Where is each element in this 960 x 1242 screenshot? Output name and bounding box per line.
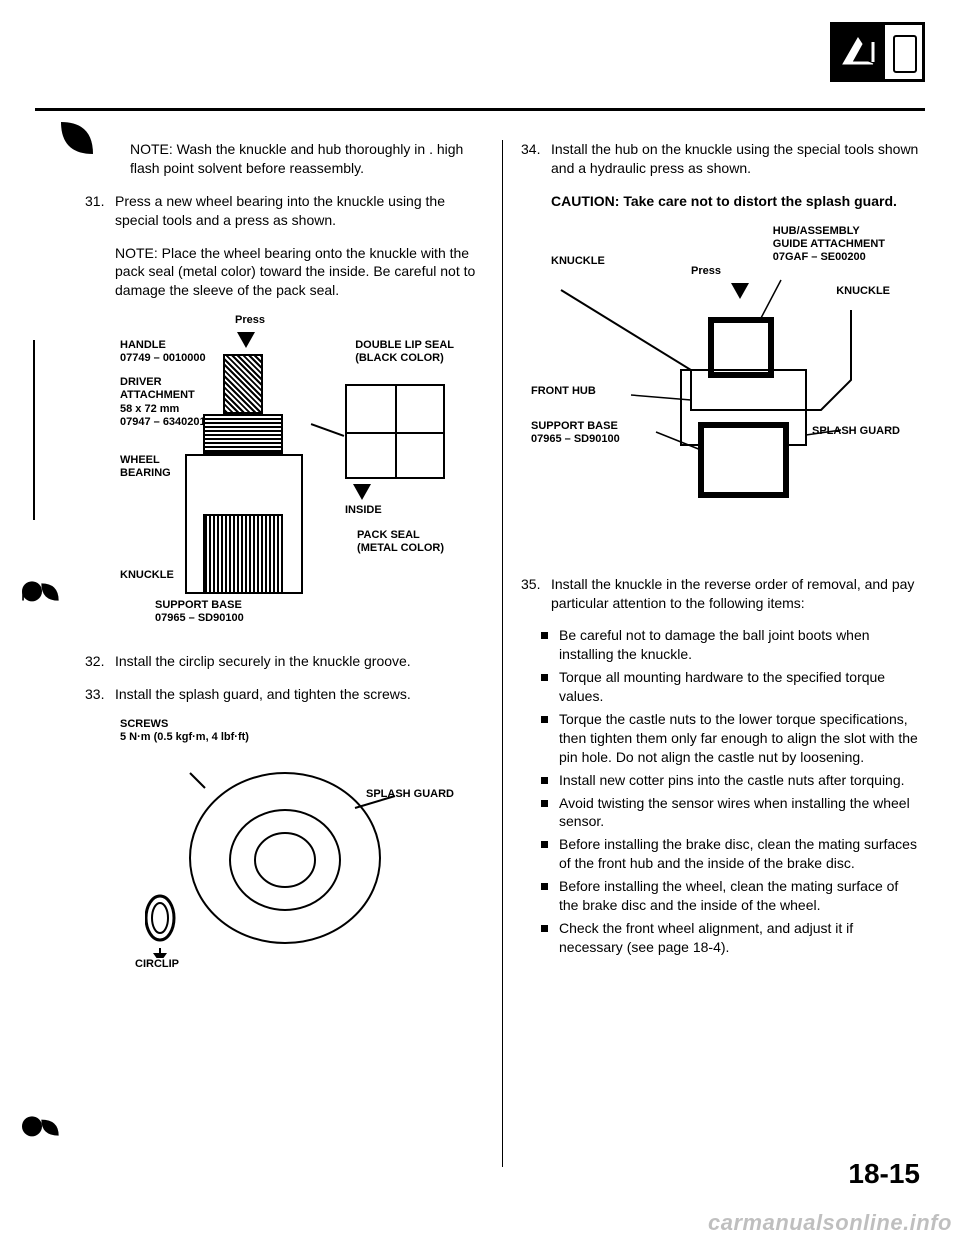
label-knuckle: KNUCKLE [120,569,174,582]
content-columns: NOTE: Wash the knuckle and hub thoroughl… [85,140,920,1167]
list-item: Before installing the brake disc, clean … [541,835,920,873]
shape-bearing [203,414,283,454]
right-column: 34. Install the hub on the knuckle using… [502,140,920,1167]
svg-text:I: I [21,590,24,604]
step-number: 31. [85,192,115,230]
left-margin-rule [33,340,35,520]
header-icon [830,22,925,82]
note-text: NOTE: Place the wheel bearing onto the k… [85,244,484,301]
label-pack-seal: PACK SEAL (METAL COLOR) [357,529,444,555]
note-text: NOTE: Wash the knuckle and hub thoroughl… [85,140,484,178]
label-double-lip: DOUBLE LIP SEAL (BLACK COLOR) [355,339,454,365]
step-body: Install the circlip securely in the knuc… [115,652,484,671]
margin-mark-icon [20,1105,60,1145]
step-33: 33. Install the splash guard, and tighte… [85,685,484,704]
arrow-down-icon [237,332,255,348]
step-35: 35. Install the knuckle in the reverse o… [521,575,920,613]
page-number: 18-15 [848,1158,920,1190]
list-item: Before installing the wheel, clean the m… [541,877,920,915]
arrow-down-icon [353,484,371,500]
leader-line [311,423,345,437]
diagram-press-bearing: Press HANDLE 07749 – 0010000 DRIVER ATTA… [85,314,484,634]
line [395,384,397,479]
step-number: 33. [85,685,115,704]
step-31: 31. Press a new wheel bearing into the k… [85,192,484,230]
label-screws: SCREWS 5 N·m (0.5 kgf·m, 4 lbf·ft) [120,718,249,744]
step-number: 35. [521,575,551,613]
label-wheel-bearing: WHEEL BEARING [120,454,171,480]
list-item: Torque the castle nuts to the lower torq… [541,710,920,767]
label-inside: INSIDE [345,504,382,517]
label-text: HANDLE [120,339,166,351]
label-support: SUPPORT BASE 07965 – SD90100 [155,599,244,625]
margin-mark-icon: I [20,570,60,610]
step-32: 32. Install the circlip securely in the … [85,652,484,671]
label-text: 07965 – SD90100 [155,612,244,624]
list-item: Torque all mounting hardware to the spec… [541,668,920,706]
list-item: Be careful not to damage the ball joint … [541,626,920,664]
step-body: Press a new wheel bearing into the knuck… [115,192,484,230]
splash-guard-illustration [145,748,405,958]
left-column: NOTE: Wash the knuckle and hub thoroughl… [85,140,502,1167]
page: I NOTE: Wash the knuckle and hub thoroug… [0,0,960,1242]
label-circlip: CIRCLIP [135,958,179,971]
diagram-hub-install: KNUCKLE Press HUB/ASSEMBLY GUIDE ATTACHM… [521,225,920,515]
label-press: Press [235,314,265,327]
shape-support-base [203,514,283,594]
header-icon-right [885,22,925,82]
shape-attachment [223,354,263,414]
label-text: 07749 – 0010000 [120,352,206,364]
step-number: 34. [521,140,551,178]
list-item: Check the front wheel alignment, and adj… [541,919,920,957]
label-text: SUPPORT BASE [155,599,242,611]
label-handle: HANDLE 07749 – 0010000 [120,339,206,365]
label-driver: DRIVER ATTACHMENT 58 x 72 mm [120,376,195,416]
diagram-splash-guard: SCREWS 5 N·m (0.5 kgf·m, 4 lbf·ft) SPLAS… [85,718,484,978]
step-body: Install the knuckle in the reverse order… [551,575,920,613]
step-body: Install the splash guard, and tighten th… [115,685,484,704]
watermark: carmanualsonline.info [708,1210,952,1236]
label-driver-pn: 07947 – 6340201 [120,416,206,429]
hub-install-illustration [541,270,901,510]
bullet-list: Be careful not to damage the ball joint … [521,626,920,956]
list-item: Avoid twisting the sensor wires when ins… [541,794,920,832]
step-body: Install the hub on the knuckle using the… [551,140,920,178]
horizontal-rule [35,108,925,111]
list-item: Install new cotter pins into the castle … [541,771,920,790]
header-icon-left [830,22,885,82]
label-knuckle: KNUCKLE [551,255,605,268]
caution-text: CAUTION: Take care not to distort the sp… [551,192,920,211]
label-hub-assembly: HUB/ASSEMBLY GUIDE ATTACHMENT 07GAF – SE… [773,225,885,265]
step-number: 32. [85,652,115,671]
label-text: SCREWS [120,718,168,730]
label-text: 5 N·m (0.5 kgf·m, 4 lbf·ft) [120,731,249,743]
step-34: 34. Install the hub on the knuckle using… [521,140,920,178]
